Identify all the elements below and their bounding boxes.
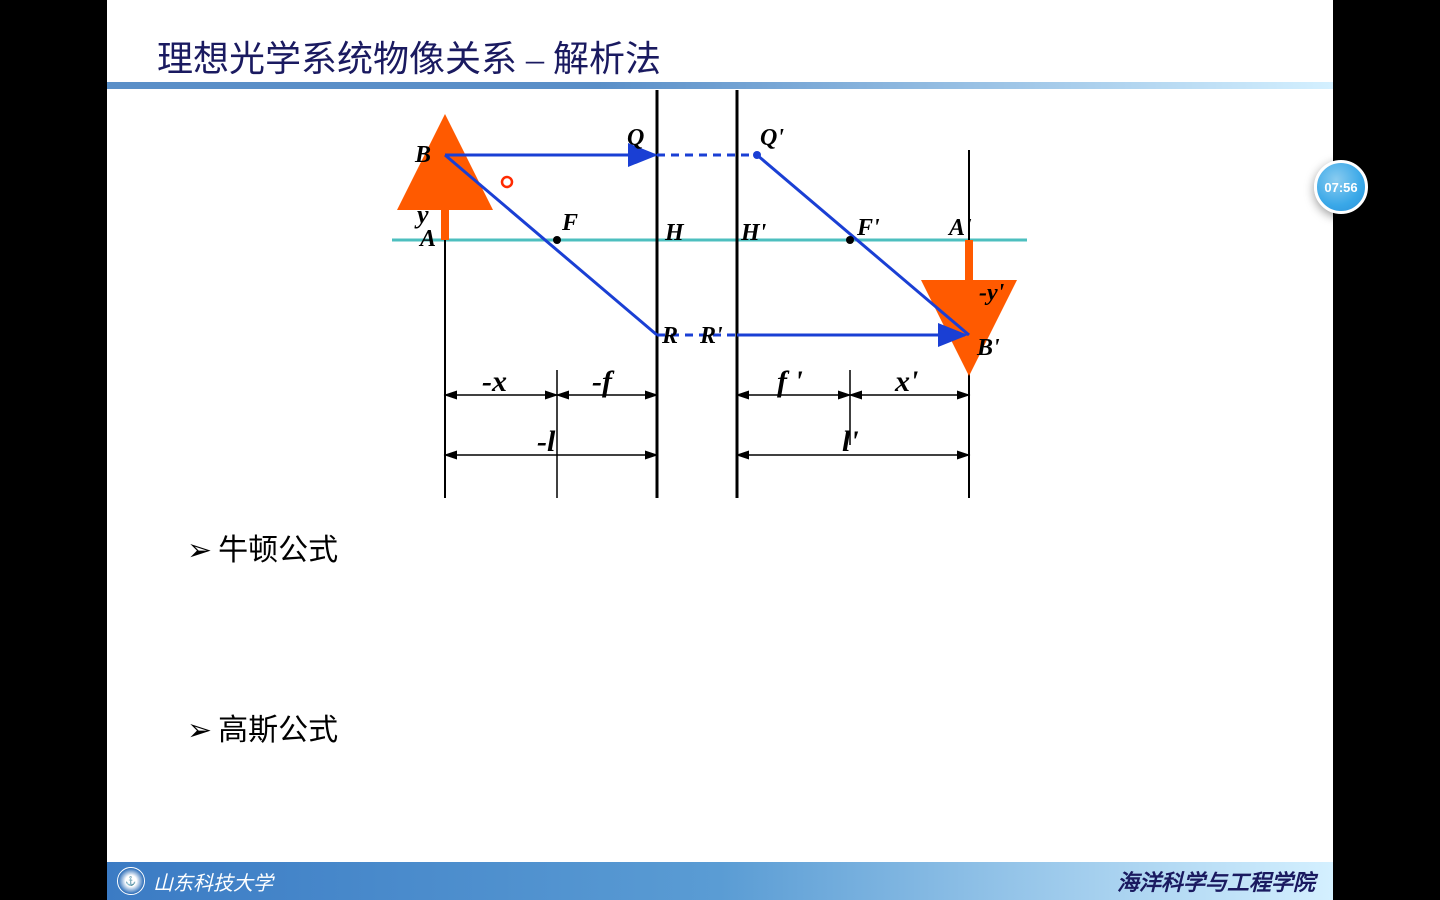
bullet-newton-text: 牛顿公式 — [218, 534, 338, 567]
bullet-arrow-icon: ➢ — [187, 714, 212, 747]
dim-label-lp: l' — [842, 425, 859, 459]
dim-label-xp: x' — [895, 365, 918, 399]
ray-QpBp — [757, 155, 969, 335]
bullet-newton: ➢牛顿公式 — [187, 525, 338, 569]
timer-value: 07:56 — [1324, 180, 1357, 195]
laser-pointer — [502, 177, 512, 187]
footer-university: 山东科技大学 — [153, 867, 273, 896]
label-A: A — [420, 226, 436, 253]
label-Qp: Q' — [760, 125, 784, 152]
footer-bar: ⚓ 山东科技大学 海洋科学与工程学院 — [107, 862, 1333, 900]
point-Fp — [846, 236, 854, 244]
timer-badge[interactable]: 07:56 — [1314, 160, 1368, 214]
label-yp: -y' — [979, 280, 1004, 307]
dim-label-fp: f ' — [777, 365, 803, 399]
label-B: B — [415, 142, 431, 169]
label-Rp: R' — [700, 323, 723, 350]
university-logo-icon: ⚓ — [117, 867, 145, 895]
label-Q: Q — [627, 125, 644, 152]
label-Ap: A' — [949, 215, 972, 242]
label-H: H — [665, 220, 684, 247]
optics-diagram: B y A F H H' F' A' Q Q' R R' B' -y' -x -… — [107, 90, 1333, 510]
label-F: F — [562, 210, 578, 237]
ray-BR — [445, 155, 657, 335]
label-Bp: B' — [977, 335, 1000, 362]
bullet-arrow-icon: ➢ — [187, 534, 212, 567]
title-underline — [107, 82, 1333, 89]
dim-label-negx: -x — [482, 365, 507, 399]
dim-label-negl: -l — [537, 425, 555, 459]
bullet-gauss: ➢高斯公式 — [187, 705, 338, 749]
label-Fp: F' — [857, 215, 880, 242]
slide: 理想光学系统物像关系 – 解析法 — [107, 0, 1333, 900]
label-R: R — [662, 323, 678, 350]
point-F — [553, 236, 561, 244]
point-Qp-dot — [753, 151, 761, 159]
footer-college: 海洋科学与工程学院 — [1117, 865, 1315, 897]
dim-label-negf: -f — [592, 365, 612, 399]
label-Hp: H' — [741, 220, 766, 247]
diagram-svg — [107, 90, 1333, 510]
bullet-gauss-text: 高斯公式 — [218, 714, 338, 747]
slide-title: 理想光学系统物像关系 – 解析法 — [157, 30, 661, 82]
